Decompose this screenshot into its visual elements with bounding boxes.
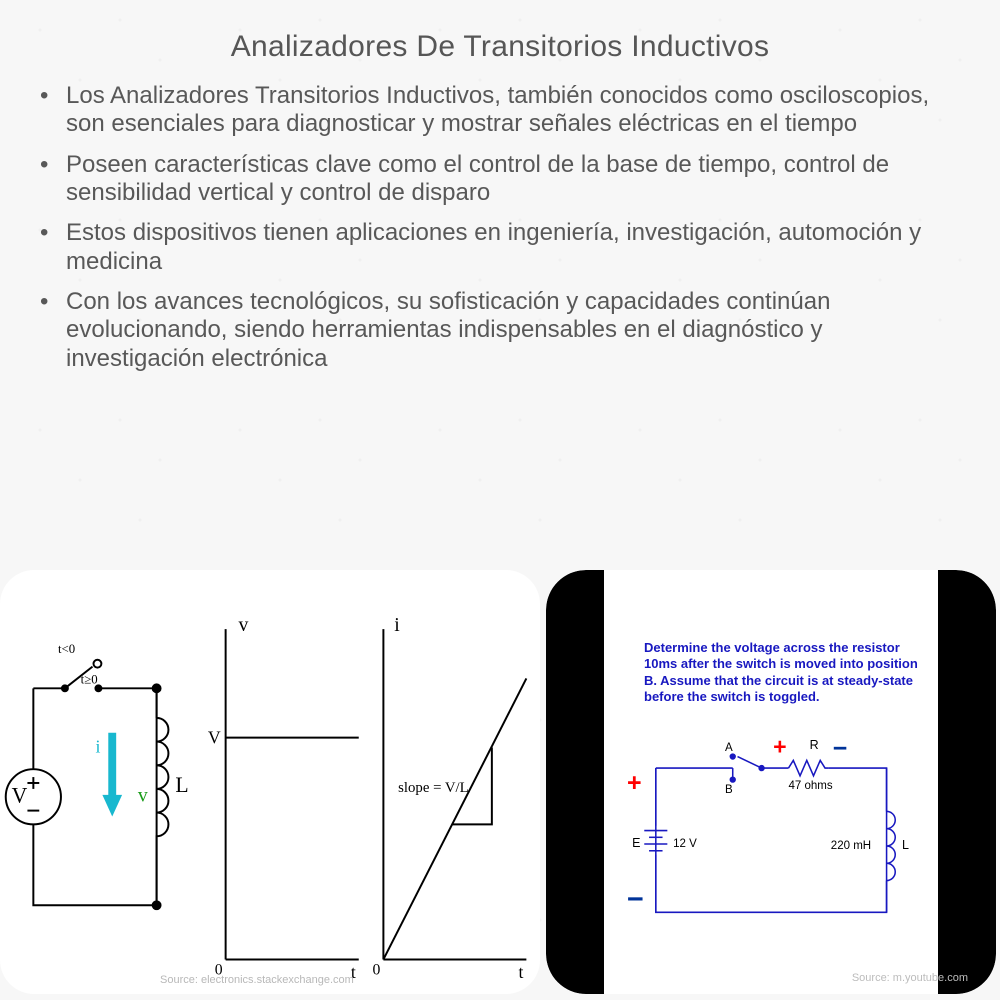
bullet-item: Poseen características clave como el con… [62, 151, 960, 208]
inductor-value: 220 mH [831, 840, 871, 852]
switch-before-label: t<0 [58, 642, 75, 656]
v-chart-ylabel: v [238, 614, 248, 636]
right-panel-black-bar-left [546, 570, 604, 994]
v-chart-steplabel: V [208, 728, 221, 748]
right-source-caption: Source: m.youtube.com [852, 972, 968, 984]
problem-statement: Determine the voltage across the resisto… [644, 640, 918, 705]
plus-icon: + [627, 769, 642, 797]
left-diagram-panel: V i L v t<0 t≥0 v V 0 t [0, 570, 540, 994]
v-chart [226, 629, 359, 959]
minus-icon: − [627, 883, 644, 915]
inductor-label: L [175, 773, 188, 797]
left-diagram-svg: V i L v t<0 t≥0 v V 0 t [0, 570, 540, 994]
i-chart-slope-label: slope = V/L [398, 780, 468, 796]
emf-value: 12 V [673, 838, 697, 850]
current-label: i [95, 736, 100, 756]
bullet-item: Estos dispositivos tienen aplicaciones e… [62, 219, 960, 276]
plus-icon: + [773, 734, 786, 760]
minus-icon: − [833, 735, 848, 763]
right-circuit-svg: + − + − A B R 47 ohms E 12 V L 220 mH [616, 720, 936, 970]
source-label: V [12, 784, 28, 808]
right-panel-content: Determine the voltage across the resisto… [604, 570, 938, 994]
i-chart-ylabel: i [394, 614, 400, 636]
right-panel-black-bar-right [938, 570, 996, 994]
page-title: Analizadores De Transitorios Inductivos [0, 0, 1000, 82]
node-a-label: A [725, 742, 733, 754]
inductor-label-r: L [902, 838, 909, 852]
i-chart-origin: 0 [373, 961, 381, 978]
bullet-item: Con los avances tecnológicos, su sofisti… [62, 288, 960, 373]
voltage-label: v [138, 785, 148, 807]
resistor-label: R [810, 738, 819, 752]
resistor-value: 47 ohms [789, 780, 833, 792]
emf-label: E [632, 836, 640, 850]
current-arrow [102, 733, 122, 817]
i-chart-xlabel: t [518, 962, 523, 982]
bullet-list: Los Analizadores Transitorios Inductivos… [0, 82, 1000, 373]
node-b-label: B [725, 784, 733, 796]
bullet-item: Los Analizadores Transitorios Inductivos… [62, 82, 960, 139]
diagram-row: V i L v t<0 t≥0 v V 0 t [0, 570, 1000, 1000]
left-source-caption: Source: electronics.stackexchange.com [160, 974, 354, 986]
right-diagram-panel: Determine the voltage across the resisto… [546, 570, 996, 994]
switch-after-label: t≥0 [81, 672, 98, 686]
